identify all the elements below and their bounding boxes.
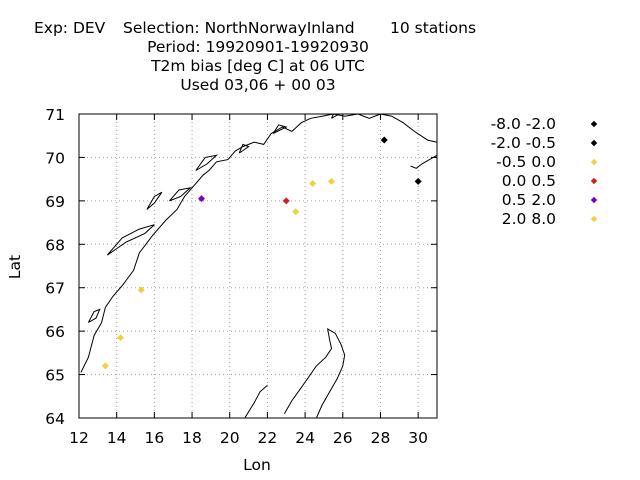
x-tick-label: 16 (145, 429, 165, 447)
station-point (309, 179, 317, 187)
x-tick-label: 14 (107, 429, 127, 447)
station-point (327, 177, 335, 185)
x-tick-label: 24 (295, 429, 315, 447)
x-tick-label: 12 (69, 429, 89, 447)
station-point (292, 208, 300, 216)
x-tick-label: 28 (371, 429, 391, 447)
header-station-count: 10 stations (390, 19, 476, 37)
y-tick-label: 65 (45, 367, 65, 385)
coastline (146, 191, 163, 210)
legend-label: -0.5 0.0 (496, 153, 556, 171)
coastline (272, 124, 288, 134)
station-point (380, 136, 388, 144)
legend-marker (590, 120, 598, 128)
plot-border (78, 113, 438, 419)
y-tick-label: 71 (45, 106, 65, 124)
x-tick-label: 20 (220, 429, 240, 447)
y-tick-label: 70 (45, 149, 65, 167)
coastline (410, 154, 437, 169)
station-point (101, 362, 109, 370)
x-tick-labels: 12 14 16 18 20 22 24 26 28 30 (69, 429, 428, 447)
coastline-group (80, 114, 437, 418)
x-tick-label: 18 (182, 429, 202, 447)
coastline (331, 114, 340, 119)
x-axis-label: Lon (243, 456, 271, 474)
station-point (137, 286, 145, 294)
header-experiment: Exp: DEV (34, 19, 106, 37)
legend-marker (590, 196, 598, 204)
header-period: Period: 19920901-19920930 (147, 38, 369, 56)
header-used: Used 03,06 + 00 03 (180, 76, 335, 94)
coastline (87, 308, 101, 323)
coastline (283, 328, 346, 418)
y-tick-labels: 64 65 66 67 68 69 70 71 (45, 106, 65, 428)
legend-label: 2.0 8.0 (502, 210, 556, 228)
legend-label: -2.0 -0.5 (491, 134, 556, 152)
x-tick-label: 30 (408, 429, 428, 447)
y-tick-label: 68 (45, 236, 65, 254)
legend: -8.0 -2.0-2.0 -0.5-0.5 0.00.0 0.50.5 2.0… (491, 115, 598, 228)
legend-marker (590, 139, 598, 147)
header-parameter: T2m bias [deg C] at 06 UTC (150, 57, 365, 75)
x-tick-label: 22 (258, 429, 278, 447)
coastline (244, 385, 268, 418)
station-point (197, 195, 205, 203)
header-selection: Selection: NorthNorwayInland (123, 19, 355, 37)
legend-label: 0.0 0.5 (502, 172, 556, 190)
coastline (106, 224, 155, 256)
coastline (238, 143, 250, 154)
grid-lines (79, 114, 437, 418)
station-point (282, 197, 290, 205)
y-axis-label: Lat (6, 255, 24, 279)
legend-marker (590, 215, 598, 223)
station-points (101, 136, 422, 370)
coastline (80, 114, 437, 373)
legend-marker (590, 177, 598, 185)
y-tick-label: 66 (45, 323, 65, 341)
station-point (116, 334, 124, 342)
y-tick-label: 67 (45, 280, 65, 298)
coastline (195, 154, 219, 171)
legend-label: 0.5 2.0 (502, 191, 556, 209)
y-tick-label: 64 (45, 410, 65, 428)
y-tick-label: 69 (45, 193, 65, 211)
legend-label: -8.0 -2.0 (491, 115, 556, 133)
station-point (414, 177, 422, 185)
coastline (169, 186, 192, 202)
plot-frame (78, 113, 438, 419)
legend-marker (590, 158, 598, 166)
x-tick-label: 26 (333, 429, 353, 447)
